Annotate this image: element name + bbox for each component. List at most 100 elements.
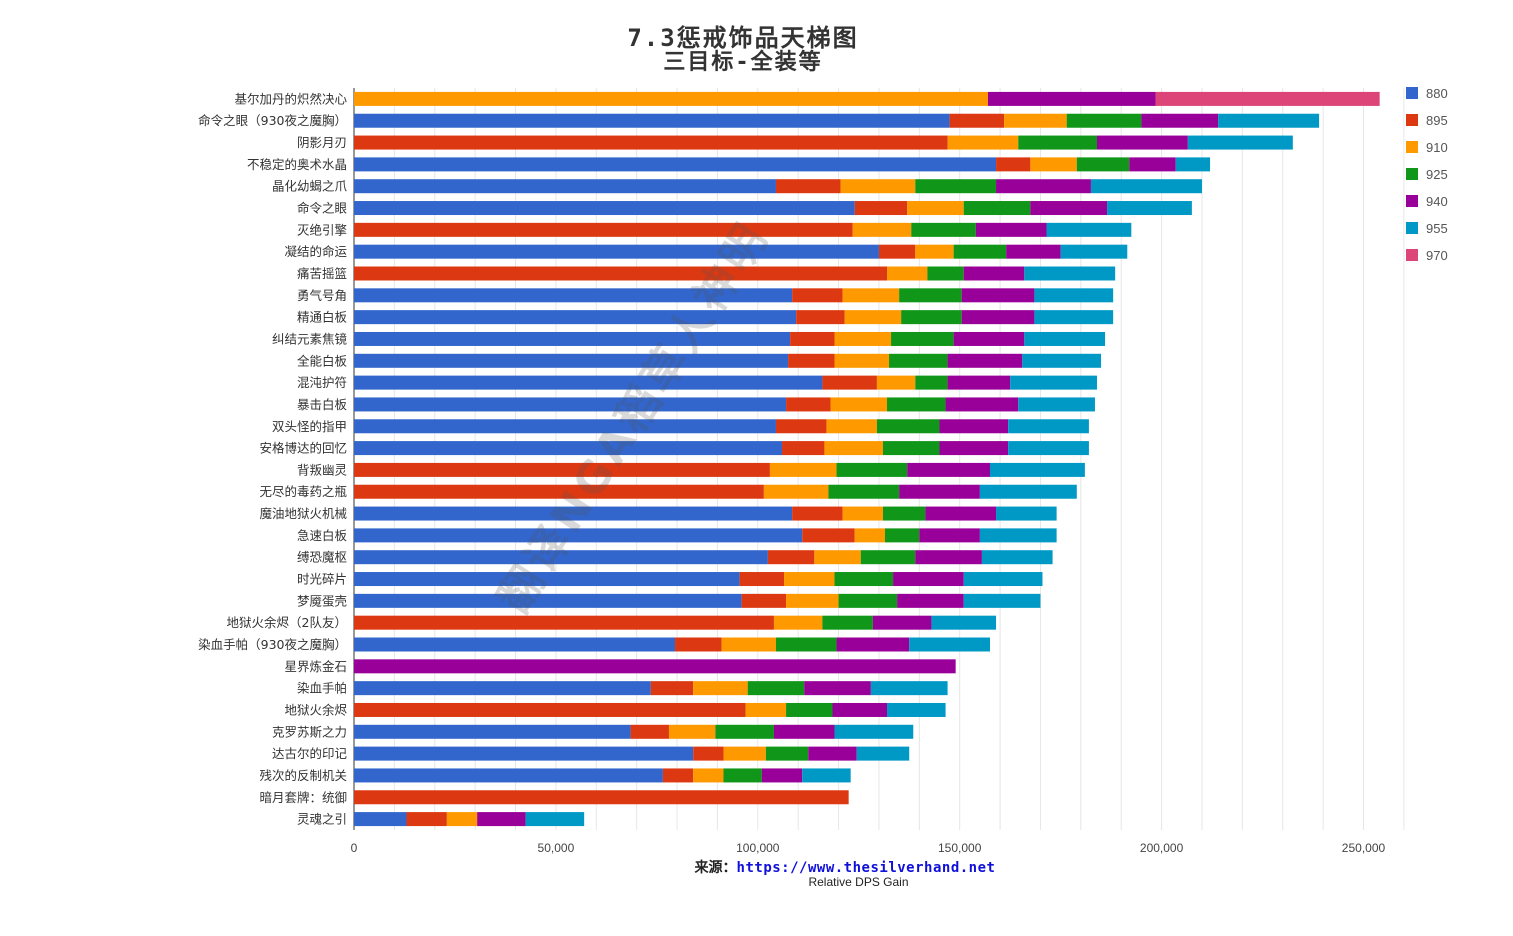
bar-segment-880	[354, 113, 950, 128]
bar-segment-955	[981, 550, 1053, 565]
bar-segment-955	[989, 462, 1085, 477]
bar-segment-955	[1187, 135, 1293, 150]
bar-segment-940	[987, 91, 1156, 106]
bar-segment-925	[915, 179, 997, 194]
bar-segment-880	[354, 310, 797, 325]
bar-segment-955	[1175, 157, 1211, 172]
bar-segment-880	[354, 244, 879, 259]
bar-segment-910	[826, 419, 877, 434]
bar-segment-955	[1018, 397, 1095, 412]
bar-segment-925	[822, 615, 873, 630]
bar-segment-940	[1030, 201, 1108, 216]
category-label: 魔油地狱火机械	[259, 506, 347, 521]
bar-segment-910	[723, 746, 766, 761]
chart-title: 7.3惩戒饰品天梯图	[627, 24, 859, 52]
bar-segment-940	[1006, 244, 1061, 259]
bar-segment-955	[1060, 244, 1128, 259]
bar-segment-895	[792, 506, 843, 521]
category-label: 无尽的毒药之瓶	[259, 484, 347, 499]
legend-label: 880	[1426, 86, 1448, 101]
bar-segment-955	[979, 484, 1077, 499]
bar-segment-880	[354, 593, 742, 608]
bar-segment-940	[836, 637, 910, 652]
bar-segment-895	[354, 222, 853, 237]
bar-segment-940	[939, 419, 1009, 434]
bar-segment-880	[354, 179, 776, 194]
bar-segment-955	[1024, 331, 1106, 346]
bar-segment-910	[876, 375, 916, 390]
bar-segment-880	[354, 331, 791, 346]
category-label: 染血手帕（930夜之魔胸）	[198, 637, 347, 652]
category-label: 痛苦摇篮	[297, 266, 347, 281]
category-label: 缚恐魔枢	[297, 550, 347, 565]
bar-segment-925	[828, 484, 900, 499]
bar-segment-910	[907, 201, 964, 216]
category-label: 命令之眼（930夜之魔胸）	[198, 113, 347, 128]
bar-segment-925	[765, 746, 809, 761]
bar-segment-940	[953, 331, 1025, 346]
bar-segment-895	[693, 746, 724, 761]
bar-segment-955	[909, 637, 990, 652]
bar-segment-955	[979, 528, 1057, 543]
bar-segment-940	[961, 310, 1035, 325]
bar-segment-940	[919, 528, 980, 543]
bar-segment-940	[808, 746, 857, 761]
bar-segment-895	[354, 790, 849, 805]
bar-segment-940	[872, 615, 932, 630]
category-label: 不稳定的奥术水晶	[247, 157, 347, 172]
bar-segment-895	[354, 615, 774, 630]
bar-segment-925	[882, 441, 940, 456]
category-label: 染血手帕	[297, 681, 347, 696]
bar-segment-925	[911, 222, 976, 237]
bar-segment-925	[723, 768, 762, 783]
bar-segment-925	[747, 681, 805, 696]
bar-segment-910	[830, 397, 888, 412]
bar-segment-925	[1066, 113, 1142, 128]
category-label: 灭绝引擎	[297, 222, 347, 237]
category-label: 纠结元素焦镜	[272, 331, 348, 346]
bar-segment-880	[354, 201, 855, 216]
category-label: 凝结的命运	[284, 244, 347, 259]
bar-segment-880	[354, 506, 793, 521]
bar-segment-955	[1107, 201, 1192, 216]
bar-segment-955	[1022, 353, 1102, 368]
category-label: 灵魂之引	[297, 812, 347, 827]
category-label: 全能白板	[297, 353, 348, 368]
bar-segment-925	[901, 310, 962, 325]
bar-segment-925	[1018, 135, 1097, 150]
bar-segment-880	[354, 681, 651, 696]
bar-segment-895	[775, 179, 841, 194]
bar-segment-940	[832, 702, 888, 717]
bar-segment-880	[354, 637, 676, 652]
category-label: 精通白板	[297, 310, 348, 325]
source-url[interactable]: https://www.thesilverhand.net	[736, 860, 996, 876]
bar-segment-940	[773, 724, 835, 739]
bar-segment-925	[927, 266, 964, 281]
bar-segment-925	[715, 724, 774, 739]
bar-segment-940	[1096, 135, 1188, 150]
bar-segment-940	[354, 659, 956, 674]
bar-segment-880	[354, 419, 776, 434]
x-tick-label: 50,000	[538, 841, 575, 855]
bar-segment-925	[786, 702, 833, 717]
bar-segment-940	[947, 353, 1023, 368]
legend-swatch	[1406, 249, 1418, 261]
bar-segment-895	[406, 812, 447, 827]
bar-segment-895	[650, 681, 694, 696]
bar-segment-940	[963, 266, 1025, 281]
bar-segment-910	[1004, 113, 1067, 128]
bar-segment-910	[769, 462, 837, 477]
bar-segment-955	[1218, 113, 1320, 128]
x-tick-label: 100,000	[736, 841, 780, 855]
bar-segment-955	[1034, 310, 1114, 325]
bar-segment-880	[354, 768, 663, 783]
bar-segment-880	[354, 353, 789, 368]
bar-segment-955	[802, 768, 851, 783]
bar-segment-940	[947, 375, 1011, 390]
bar-segment-895	[782, 441, 825, 456]
x-tick-label: 150,000	[938, 841, 982, 855]
bar-segment-880	[354, 550, 768, 565]
bar-segment-910	[852, 222, 912, 237]
legend-label: 970	[1426, 248, 1448, 263]
